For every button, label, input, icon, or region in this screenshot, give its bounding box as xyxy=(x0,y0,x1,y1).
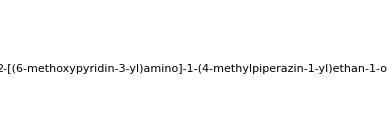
Text: 2-[(6-methoxypyridin-3-yl)amino]-1-(4-methylpiperazin-1-yl)ethan-1-one: 2-[(6-methoxypyridin-3-yl)amino]-1-(4-me… xyxy=(0,64,387,74)
